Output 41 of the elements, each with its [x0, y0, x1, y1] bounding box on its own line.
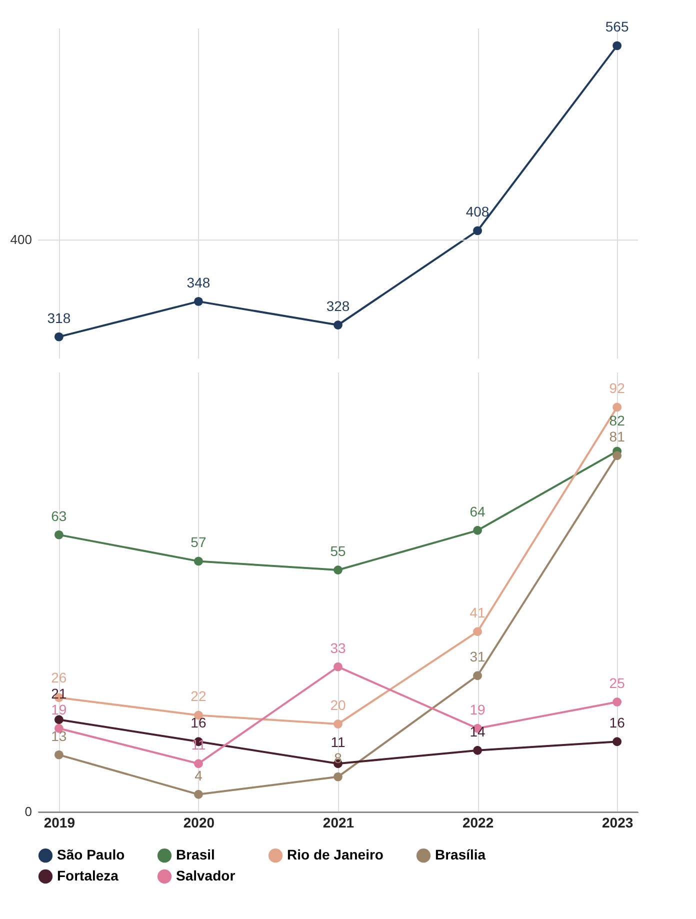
data-label: 13 [51, 728, 67, 744]
data-label: 26 [51, 669, 67, 686]
x-tick-label: 2023 [602, 814, 634, 830]
legend-label: Salvador [176, 868, 236, 884]
data-label: 16 [190, 714, 206, 731]
x-tick-label: 2020 [183, 814, 215, 830]
data-label: 11 [330, 734, 346, 750]
data-label: 19 [51, 701, 67, 718]
legend-label: São Paulo [57, 846, 125, 863]
data-label: 20 [330, 697, 346, 713]
x-tick-label: 2019 [44, 814, 76, 830]
data-label: 14 [470, 723, 486, 740]
data-label: 22 [190, 688, 206, 704]
legend-label: Fortaleza [57, 868, 119, 884]
data-label: 57 [190, 534, 206, 550]
legend-label: Brasil [176, 846, 215, 863]
legend-label: Rio de Janeiro [287, 846, 384, 863]
data-label: 92 [609, 380, 626, 396]
data-label: 63 [51, 508, 67, 524]
data-label: 348 [186, 274, 210, 290]
data-label: 4 [194, 767, 203, 784]
data-label: 64 [470, 503, 486, 520]
data-label: 55 [330, 543, 346, 559]
ref-line-label: 0 [24, 804, 32, 819]
data-label: 33 [330, 640, 346, 656]
data-label: 19 [470, 701, 486, 718]
data-label: 565 [605, 18, 629, 35]
data-label: 41 [470, 604, 486, 621]
data-label: 82 [609, 412, 626, 429]
data-label: 16 [609, 714, 626, 731]
data-label: 408 [466, 204, 490, 220]
data-label: 21 [51, 685, 67, 702]
x-tick-label: 2022 [462, 814, 494, 830]
data-label: 25 [609, 675, 626, 691]
data-label: 81 [609, 428, 626, 445]
data-label: 328 [326, 298, 350, 314]
data-label: 31 [470, 648, 486, 665]
x-tick-label: 2021 [322, 814, 354, 830]
data-label: 318 [47, 310, 71, 326]
legend-label: Brasília [435, 846, 486, 863]
ref-line-label: 400 [10, 232, 32, 248]
